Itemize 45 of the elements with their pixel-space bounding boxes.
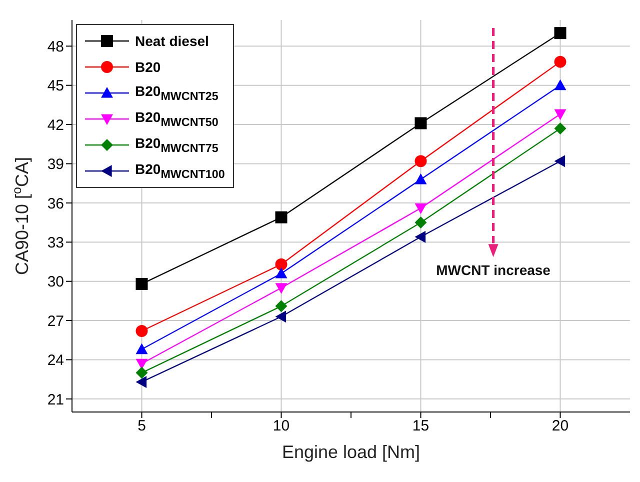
y-tick-label: 24 (47, 352, 64, 370)
x-tick-label: 5 (138, 418, 146, 435)
point (136, 278, 148, 290)
y-tick-label: 42 (47, 116, 64, 134)
x-axis-title: Engine load [Nm] (282, 442, 420, 462)
point (414, 173, 427, 184)
y-tick-label: 27 (47, 312, 64, 330)
point (554, 122, 566, 134)
point (136, 376, 147, 388)
legend-label: B20$_{MWCNT100}$ (135, 161, 225, 181)
point (275, 267, 288, 278)
point (275, 258, 288, 270)
point (414, 203, 427, 214)
point (554, 56, 566, 68)
legend-label: B20$_{MWCNT25}$ (135, 83, 218, 103)
point (275, 211, 288, 224)
point (554, 79, 566, 90)
legend-label: B20$_{MWCNT50}$ (135, 109, 218, 129)
x-tick-label: 10 (272, 418, 290, 435)
point (275, 300, 288, 312)
point (275, 310, 286, 323)
y-tick-label: 21 (47, 391, 64, 408)
point (136, 366, 148, 379)
legend-label: B20$_{MWCNT75}$ (135, 135, 218, 155)
point (414, 155, 427, 168)
point (414, 216, 427, 229)
point (136, 324, 148, 337)
y-tick-label: 33 (47, 234, 64, 252)
point (275, 283, 288, 294)
legend-label: Neat diesel (135, 33, 209, 49)
annotation: MWCNT increase (436, 262, 551, 278)
x-tick-label: 20 (552, 418, 569, 435)
point (554, 109, 566, 120)
point (554, 27, 566, 40)
point (554, 155, 566, 168)
point (136, 343, 148, 354)
y-tick-label: 36 (47, 195, 64, 212)
point (414, 117, 427, 130)
y-tick-label: 45 (47, 78, 64, 95)
y-tick-label: 48 (47, 38, 64, 56)
legend-label: B20 (135, 59, 161, 75)
y-tick-label: 30 (47, 274, 64, 291)
x-tick-label: 15 (412, 418, 430, 435)
point (414, 230, 426, 243)
y-tick-label: 39 (47, 156, 64, 174)
